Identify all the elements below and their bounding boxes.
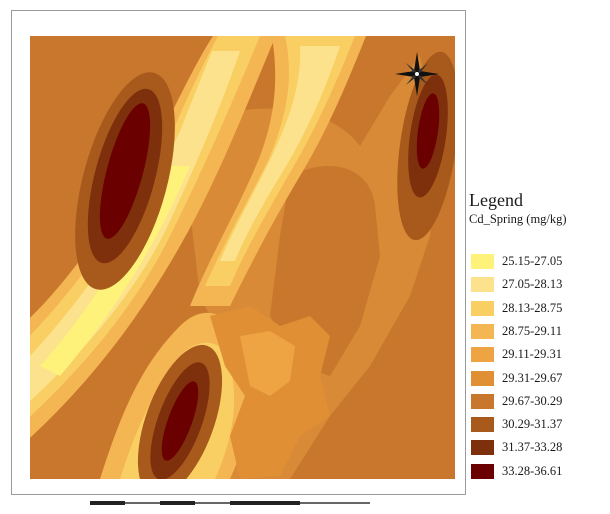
- cadmium-distribution-map: [30, 36, 455, 479]
- legend-swatch: [471, 370, 494, 386]
- legend-label: 28.75-29.11: [502, 323, 562, 338]
- legend-label: 27.05-28.13: [502, 277, 563, 292]
- legend: Legend Cd_Spring (mg/kg) 25.15-27.05 27.0…: [469, 190, 609, 479]
- legend-swatch: [471, 463, 494, 479]
- legend-label: 25.15-27.05: [502, 254, 563, 268]
- legend-swatch: [471, 277, 494, 293]
- legend-label: 33.28-36.61: [502, 463, 563, 478]
- legend-swatch: [471, 417, 494, 433]
- legend-item: 29.31-29.67: [471, 370, 610, 388]
- legend-swatch: [471, 254, 494, 269]
- legend-label: 29.11-29.31: [502, 347, 562, 362]
- hotspot-right-core: [416, 93, 440, 169]
- legend-item: 25.15-27.05: [471, 253, 610, 271]
- compass-rose-icon: [395, 52, 439, 96]
- legend-item: 29.11-29.31: [471, 346, 610, 364]
- legend-label: 28.13-28.75: [502, 300, 563, 315]
- legend-item: 33.28-36.61: [471, 463, 610, 481]
- legend-item: 30.29-31.37: [471, 416, 610, 434]
- legend-label: 29.31-29.67: [502, 370, 563, 385]
- legend-subtitle: Cd_Spring (mg/kg): [469, 212, 567, 226]
- legend-swatch: [471, 393, 494, 409]
- legend-item: 28.75-29.11: [471, 323, 610, 341]
- legend-title: Legend: [469, 190, 523, 210]
- legend-swatch: [471, 347, 494, 363]
- band-right-core: [220, 46, 340, 261]
- legend-swatch: [471, 300, 494, 316]
- legend-item: 29.67-30.29: [471, 393, 610, 411]
- legend-swatch: [471, 323, 494, 339]
- legend-label: 30.29-31.37: [502, 417, 563, 432]
- legend-item: 27.05-28.13: [471, 276, 610, 294]
- patch-center-light: [240, 331, 295, 396]
- scale-bar: [90, 501, 370, 505]
- legend-label: 31.37-33.28: [502, 440, 563, 455]
- legend-swatch: [471, 440, 494, 456]
- legend-item: 31.37-33.28: [471, 439, 610, 457]
- hotspot-top-left-core: [99, 103, 151, 239]
- legend-label: 29.67-30.29: [502, 393, 563, 408]
- legend-item: 28.13-28.75: [471, 300, 610, 318]
- hotspot-bottom-core: [161, 381, 199, 461]
